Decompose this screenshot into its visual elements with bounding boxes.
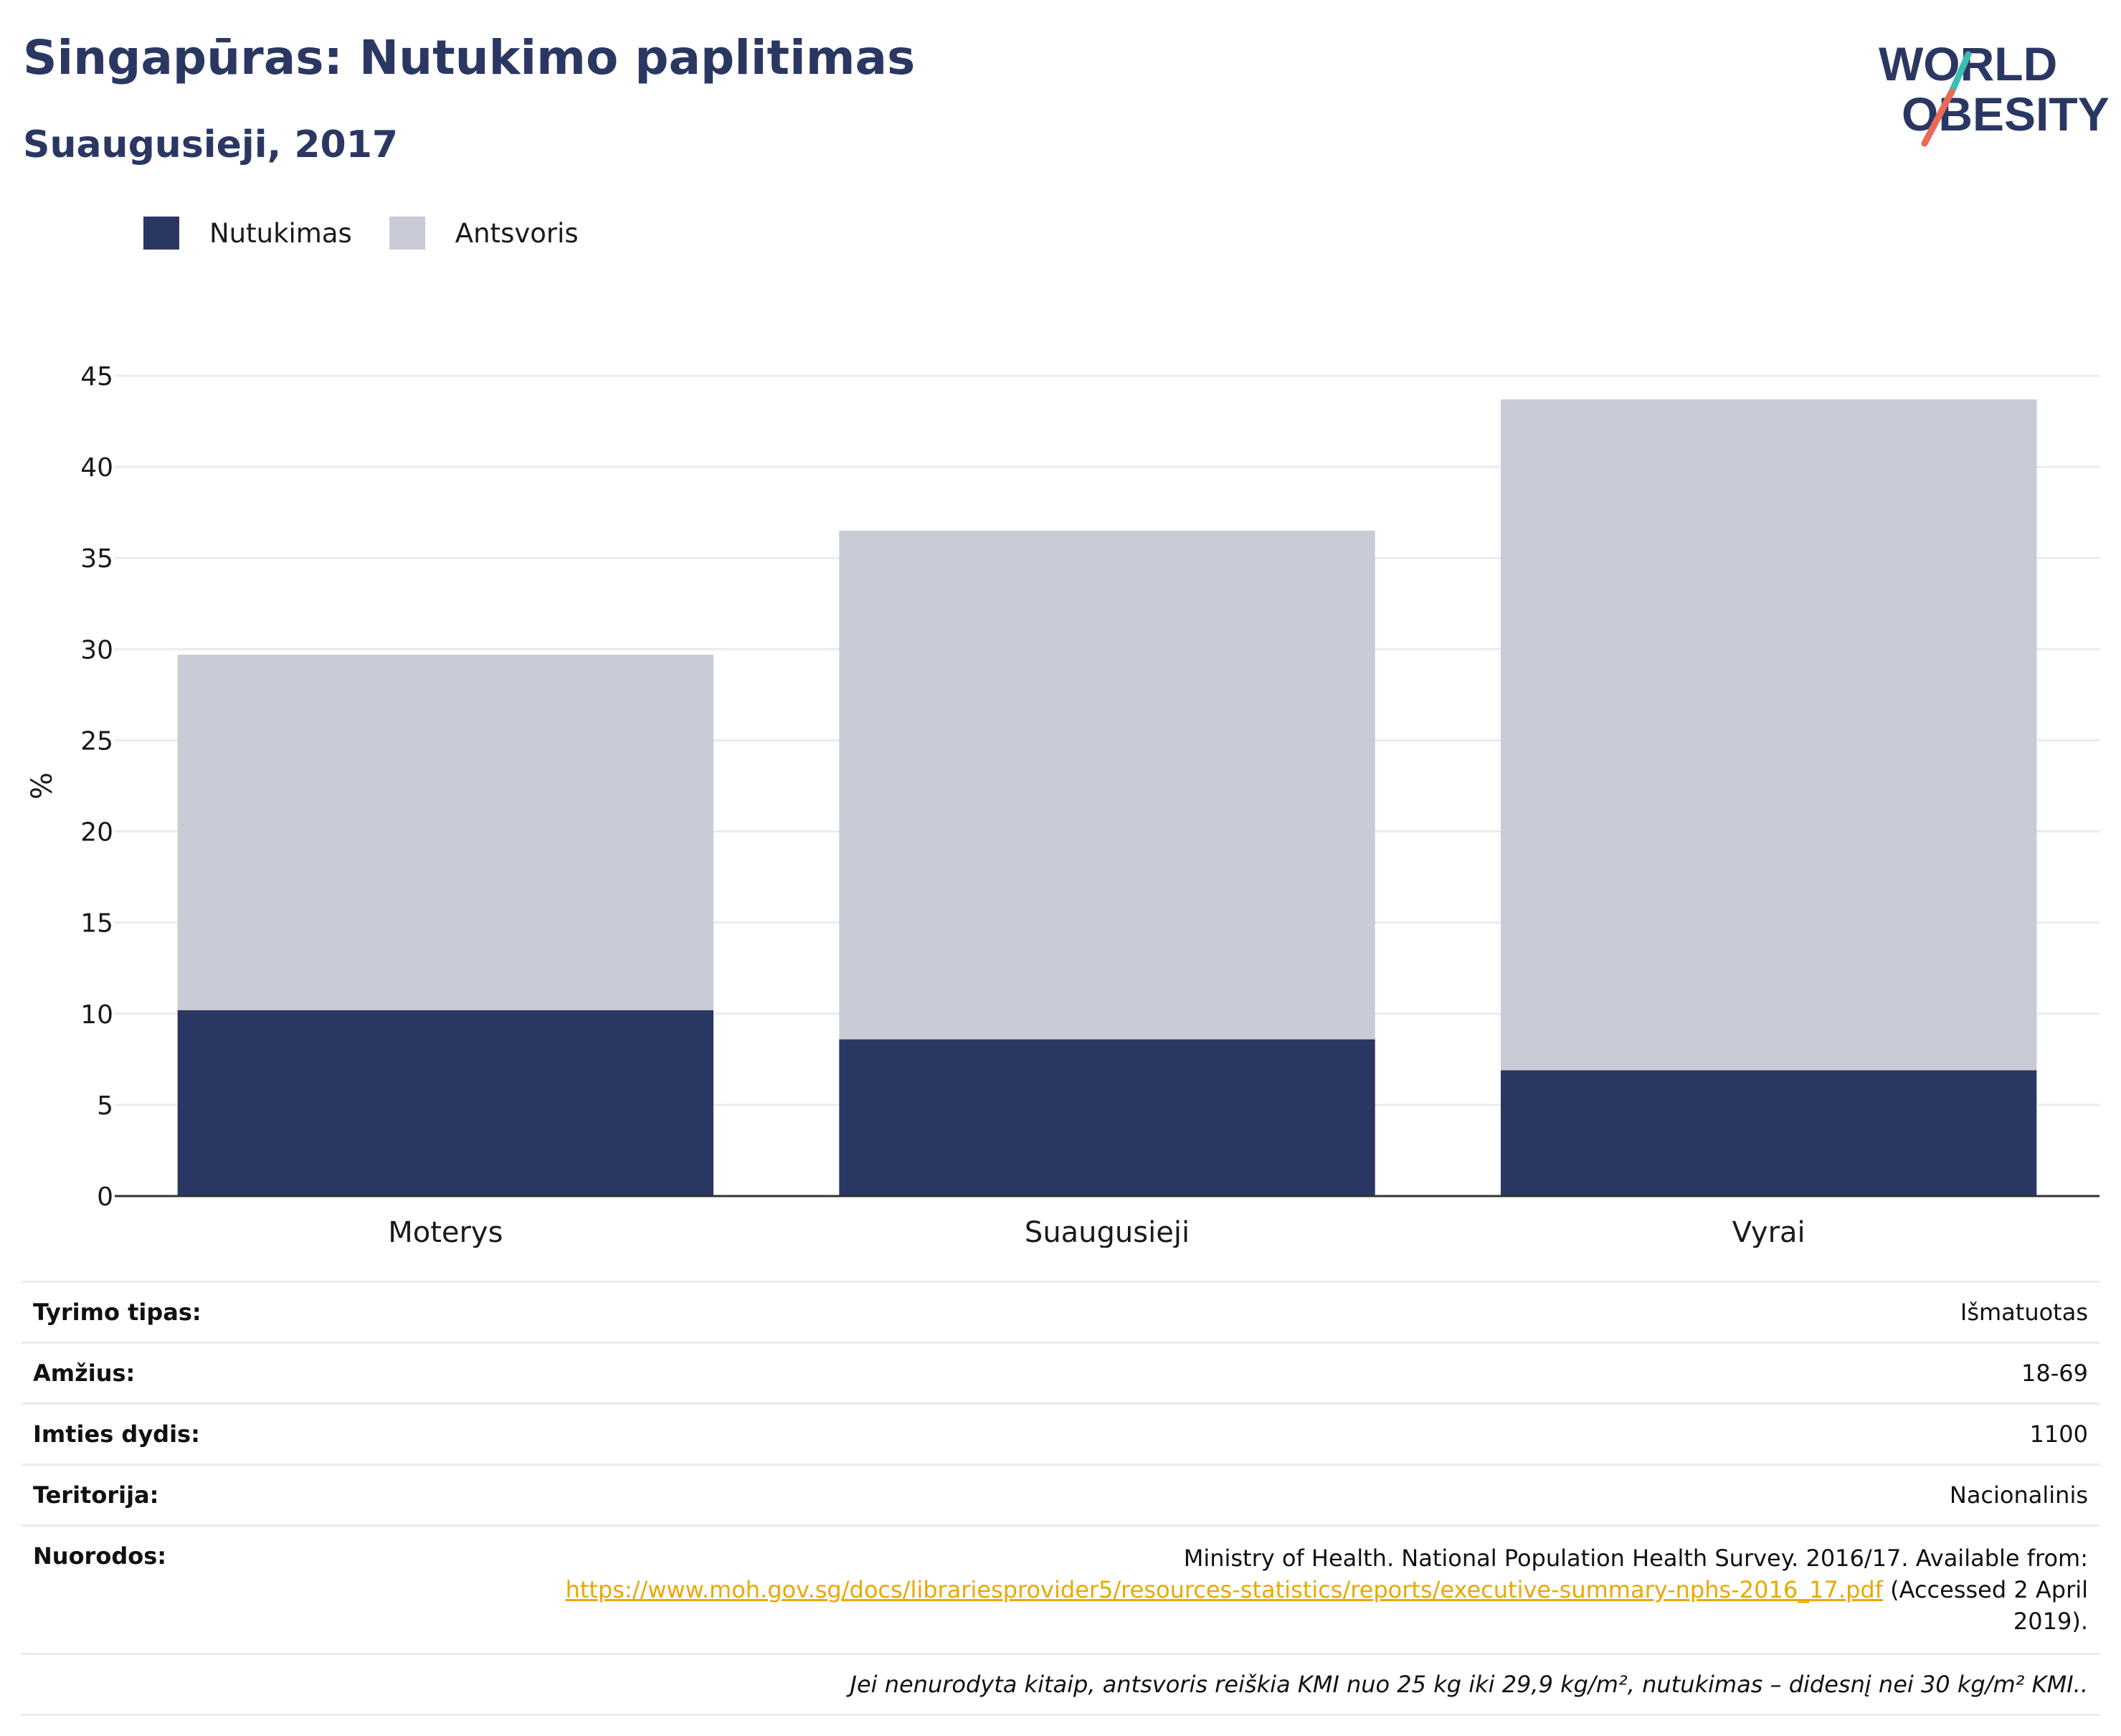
info-value: Išmatuotas [1960, 1299, 2088, 1326]
legend-label-antsvoris: Antsvoris [455, 217, 579, 249]
logo-slash-coral [1921, 88, 1955, 147]
survey-info-table: Tyrimo tipas: Išmatuotas Amžius: 18-69 I… [22, 1281, 2099, 1716]
y-tick-label: 5 [97, 1091, 113, 1121]
info-value: 1100 [2029, 1420, 2088, 1448]
chart-title: Singapūras: Nutukimo paplitimas [23, 30, 916, 85]
chart-legend: Nutukimas Antsvoris [143, 215, 616, 251]
bar-nutukimas-moterys [177, 1010, 714, 1196]
legend-swatch-nutukimas [143, 217, 179, 250]
info-label: Teritorija: [33, 1481, 159, 1509]
y-tick-label: 25 [80, 726, 113, 756]
legend-label-nutukimas: Nutukimas [209, 217, 352, 249]
y-tick-label: 30 [80, 635, 113, 665]
y-tick-label: 10 [80, 1000, 113, 1030]
y-tick-label: 45 [80, 362, 113, 392]
bar-nutukimas-vyrai [1500, 1070, 2037, 1196]
logo-word-world: WORLD [1879, 37, 2057, 90]
y-tick-label: 15 [80, 909, 113, 939]
legend-item-nutukimas: Nutukimas [143, 217, 352, 250]
info-row-sample-size: Imties dydis: 1100 [22, 1403, 2099, 1464]
bar-nutukimas-suaugusieji [839, 1039, 1375, 1196]
info-value: 18-69 [2021, 1360, 2088, 1387]
info-row-references: Nuorodos: Ministry of Health. National P… [22, 1524, 2099, 1653]
info-label: Nuorodos: [33, 1542, 167, 1570]
definition-note: Jei nenurodyta kitaip, antsvoris reiškia… [850, 1671, 2089, 1698]
reference-citation: Ministry of Health. National Population … [1183, 1545, 2088, 1572]
world-obesity-logo: WORLD OBESITY [1879, 37, 2108, 147]
y-tick-label: 40 [80, 453, 113, 483]
reference-text: Ministry of Health. National Population … [546, 1542, 2088, 1637]
legend-swatch-antsvoris [389, 217, 425, 250]
x-tick-label: Moterys [388, 1216, 503, 1248]
logo-slash-teal [1948, 51, 1972, 95]
reference-accessed: (Accessed 2 April 2019). [1890, 1576, 2088, 1635]
chart-subtitle: Suaugusieji, 2017 [23, 123, 399, 166]
info-row-territory: Teritorija: Nacionalinis [22, 1464, 2099, 1524]
info-label: Amžius: [33, 1360, 136, 1387]
reference-link[interactable]: https://www.moh.gov.sg/docs/librariespro… [565, 1576, 1883, 1603]
y-axis-label: % [26, 772, 59, 800]
x-tick-label: Suaugusieji [1025, 1216, 1190, 1248]
bar-antsvoris-suaugusieji [839, 531, 1375, 1040]
info-label: Imties dydis: [33, 1420, 200, 1448]
bar-antsvoris-moterys [177, 654, 714, 1010]
bar-antsvoris-vyrai [1500, 399, 2037, 1071]
y-tick-label: 20 [80, 818, 113, 848]
legend-item-antsvoris: Antsvoris [389, 217, 579, 250]
x-tick-label: Vyrai [1732, 1216, 1806, 1248]
info-row-note: Jei nenurodyta kitaip, antsvoris reiškia… [22, 1653, 2099, 1716]
info-value: Nacionalinis [1949, 1481, 2088, 1509]
info-row-age: Amžius: 18-69 [22, 1342, 2099, 1403]
stacked-bar-chart: 0 5 10 15 20 25 30 35 40 45% Moterys Suaugusieji Vyr… [26, 362, 2099, 1248]
logo-word-obesity: OBESITY [1902, 87, 2108, 141]
y-tick-label: 0 [97, 1182, 113, 1212]
info-row-survey-type: Tyrimo tipas: Išmatuotas [22, 1281, 2099, 1342]
info-label: Tyrimo tipas: [33, 1299, 201, 1326]
y-tick-label: 35 [80, 544, 113, 574]
